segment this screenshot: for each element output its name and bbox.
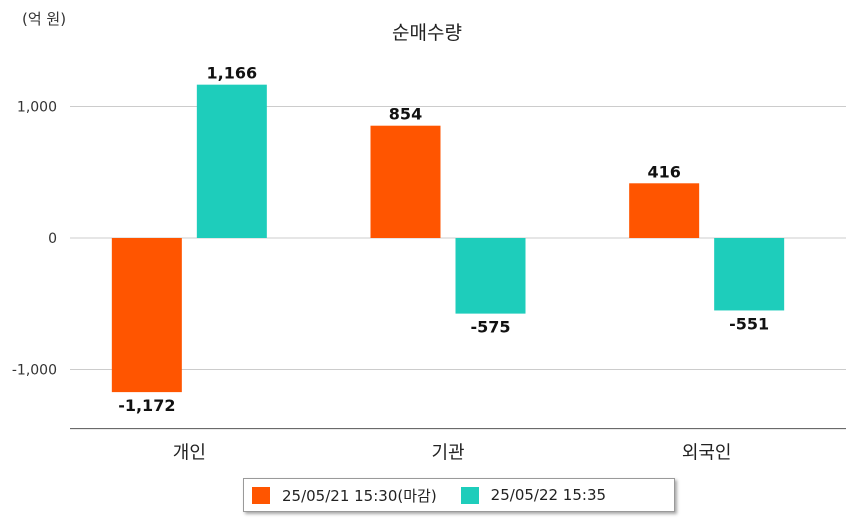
data-label: 1,166 (207, 64, 258, 83)
data-label: 416 (647, 162, 680, 181)
y-tick-label: -1,000 (12, 363, 57, 379)
data-label: -1,172 (118, 396, 175, 415)
y-tick-label: 0 (48, 231, 57, 247)
x-tick-label: 개인 (173, 443, 206, 464)
legend-label-series-2: 25/05/22 15:35 (490, 486, 607, 504)
legend-swatch-series-1 (252, 486, 270, 504)
legend-item-series-1[interactable]: 25/05/21 15:30(마감) (252, 485, 437, 506)
data-label: -575 (470, 318, 510, 337)
bar (714, 238, 785, 311)
bar (455, 238, 526, 314)
data-label: 854 (389, 105, 422, 124)
chart-title: 순매수량 (392, 22, 462, 44)
bar (196, 84, 267, 239)
data-label: -551 (729, 314, 769, 333)
legend-swatch-series-2 (460, 486, 479, 504)
chart-legend: 25/05/21 15:30(마감) 25/05/22 15:35 (243, 478, 675, 512)
legend-item-series-2[interactable]: 25/05/22 15:35 (460, 486, 607, 504)
bar (370, 125, 441, 238)
x-tick-label: 외국인 (682, 443, 732, 464)
unit-label: (억 원) (22, 10, 67, 28)
legend-label-series-1: 25/05/21 15:30(마감) (282, 486, 437, 505)
y-tick-label: 1,000 (17, 100, 57, 116)
bar-chart: 1,000 0 -1,000 개인 -1,172 1,166 기관 854 -575 외국인 416… (12, 64, 846, 464)
bar (111, 238, 182, 393)
x-tick-label: 기관 (431, 443, 464, 464)
bar (629, 183, 700, 238)
